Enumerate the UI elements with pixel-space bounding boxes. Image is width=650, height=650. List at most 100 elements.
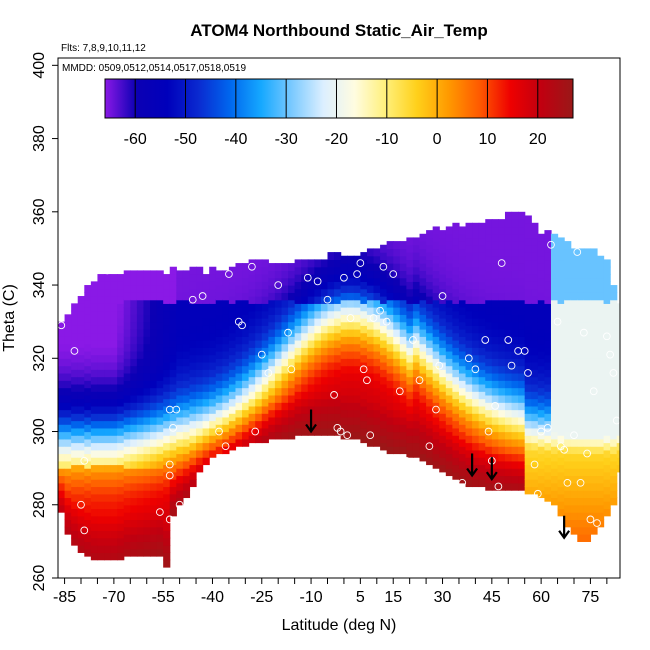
field-cell bbox=[176, 307, 184, 315]
field-cell bbox=[228, 427, 237, 436]
field-cell bbox=[209, 369, 217, 378]
field-cell bbox=[577, 438, 585, 447]
field-cell bbox=[84, 409, 92, 418]
field-cell bbox=[58, 416, 66, 425]
field-cell bbox=[524, 303, 532, 312]
field-cell bbox=[143, 350, 151, 359]
field-cell bbox=[97, 457, 105, 466]
field-cell bbox=[143, 416, 151, 425]
field-cell bbox=[334, 325, 342, 334]
field-cell bbox=[550, 446, 559, 455]
field-cell bbox=[202, 383, 210, 392]
field-cell bbox=[123, 519, 131, 528]
field-cell bbox=[84, 358, 92, 367]
field-cell bbox=[136, 299, 145, 308]
field-cell bbox=[616, 332, 620, 341]
field-cell bbox=[366, 380, 375, 389]
field-cell bbox=[478, 442, 486, 451]
field-cell bbox=[550, 460, 559, 469]
field-cell bbox=[117, 508, 125, 517]
field-cell bbox=[340, 350, 348, 359]
field-cell bbox=[71, 427, 79, 436]
observation-point bbox=[379, 262, 388, 271]
field-cell bbox=[399, 416, 407, 425]
field-cell bbox=[485, 431, 493, 440]
field-cell bbox=[353, 424, 361, 433]
field-cell bbox=[353, 285, 361, 293]
field-cell bbox=[511, 453, 519, 462]
field-cell bbox=[465, 435, 473, 444]
field-cell bbox=[518, 263, 526, 271]
field-cell bbox=[215, 380, 223, 389]
field-cell bbox=[498, 475, 506, 484]
field-cell bbox=[504, 394, 513, 403]
field-cell bbox=[577, 270, 585, 279]
field-cell bbox=[406, 310, 414, 319]
field-cell bbox=[419, 358, 427, 367]
field-cell bbox=[261, 347, 269, 356]
field-cell bbox=[504, 263, 513, 271]
field-cell bbox=[419, 328, 427, 337]
field-cell bbox=[366, 394, 375, 403]
field-cell bbox=[90, 332, 99, 341]
field-cell bbox=[123, 548, 131, 557]
field-cell bbox=[71, 413, 79, 422]
field-cell bbox=[268, 307, 276, 315]
field-cell bbox=[110, 296, 118, 304]
field-cell bbox=[202, 274, 210, 282]
field-cell bbox=[294, 296, 302, 304]
observation-point bbox=[225, 270, 233, 278]
field-cell bbox=[465, 259, 473, 268]
field-cell bbox=[570, 336, 578, 345]
field-cell bbox=[373, 270, 381, 279]
field-cell bbox=[373, 343, 381, 352]
y-tick-label: 400 bbox=[31, 52, 48, 79]
field-cell bbox=[393, 402, 401, 411]
field-cell bbox=[445, 328, 453, 337]
field-cell bbox=[465, 325, 473, 334]
field-cell bbox=[498, 416, 506, 425]
field-cell bbox=[478, 281, 486, 290]
field-cell bbox=[215, 446, 223, 455]
field-cell bbox=[281, 277, 289, 286]
field-cell bbox=[209, 442, 217, 451]
field-cell bbox=[498, 402, 506, 411]
field-cell bbox=[182, 453, 191, 462]
field-cell bbox=[537, 365, 546, 374]
observation-point bbox=[70, 347, 79, 355]
field-cell bbox=[366, 336, 375, 345]
field-cell bbox=[209, 427, 217, 436]
field-cell bbox=[202, 427, 210, 436]
field-cell bbox=[570, 482, 578, 491]
field-cell bbox=[373, 365, 381, 374]
field-cell bbox=[458, 270, 467, 279]
field-cell bbox=[301, 332, 309, 341]
field-cell bbox=[64, 321, 72, 330]
field-cell bbox=[64, 460, 72, 469]
field-cell bbox=[143, 402, 151, 411]
colorbar-tick-label: -30 bbox=[275, 131, 298, 148]
field-cell bbox=[360, 310, 368, 319]
field-cell bbox=[406, 383, 414, 392]
field-cell bbox=[458, 343, 467, 352]
field-cell bbox=[150, 446, 158, 455]
field-cell bbox=[294, 318, 302, 326]
field-cell bbox=[498, 424, 506, 433]
field-cell bbox=[314, 383, 322, 392]
field-cell bbox=[261, 296, 269, 304]
field-cell bbox=[130, 314, 138, 323]
field-cell bbox=[531, 413, 539, 422]
field-cell bbox=[399, 255, 407, 264]
field-cell bbox=[196, 427, 204, 436]
field-cell bbox=[97, 449, 105, 458]
field-cell bbox=[557, 369, 565, 378]
field-cell bbox=[603, 427, 611, 436]
field-cell bbox=[577, 416, 585, 425]
field-cell bbox=[596, 490, 605, 499]
field-cell bbox=[590, 248, 598, 257]
field-cell bbox=[274, 270, 283, 279]
field-cell bbox=[432, 328, 440, 337]
field-cell bbox=[110, 274, 118, 282]
field-cell bbox=[77, 413, 85, 422]
field-cell bbox=[439, 369, 447, 378]
